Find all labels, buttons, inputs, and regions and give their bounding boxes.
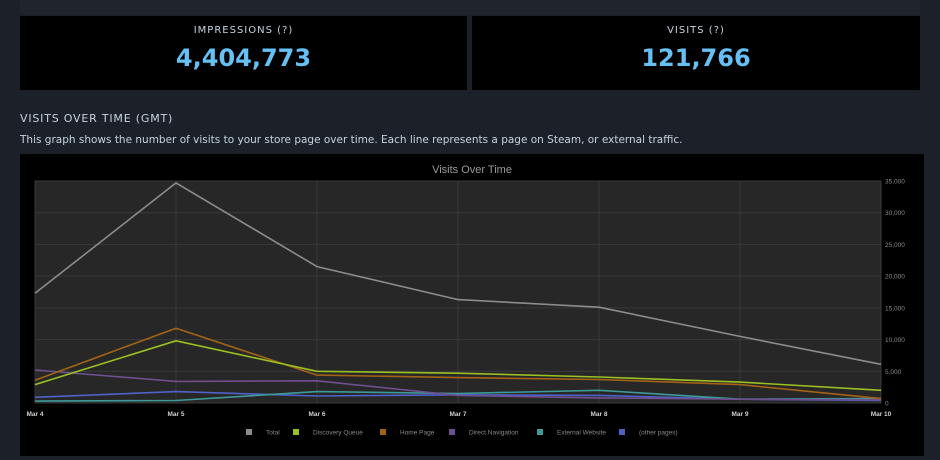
visits-label[interactable]: VISITS (?): [667, 25, 725, 36]
y-tick-label: 30,000: [885, 210, 905, 217]
section-description: This graph shows the number of visits to…: [20, 134, 683, 146]
legend-swatch[interactable]: [246, 429, 252, 435]
visits-stat-panel: VISITS (?) 121,766: [472, 16, 920, 90]
x-tick-label: Mar 4: [27, 411, 44, 418]
legend-item-label[interactable]: (other pages): [639, 430, 678, 437]
series-line-direct-navigation[interactable]: [34, 369, 882, 401]
legend-item-label[interactable]: Total: [266, 430, 280, 437]
y-tick-label: 35,000: [885, 179, 905, 186]
legend-item-label[interactable]: Direct Navigation: [469, 430, 519, 437]
top-strip: [0, 0, 940, 14]
y-tick-label: 10,000: [885, 337, 905, 344]
legend-item-label[interactable]: Discovery Queue: [313, 430, 363, 437]
legend-swatch[interactable]: [619, 429, 625, 435]
x-tick-label: Mar 9: [732, 411, 749, 418]
legend-item-label[interactable]: Home Page: [400, 430, 435, 437]
visits-chart-panel: Visits Over Time 0 5,000 10,000 15,000 20,000…: [20, 154, 924, 456]
y-tick-label: 5,000: [885, 369, 902, 376]
y-tick-label: 0: [885, 401, 889, 408]
x-tick-label: Mar 7: [450, 411, 467, 418]
legend-item-label[interactable]: External Website: [557, 430, 606, 437]
visits-value: 121,766: [641, 44, 751, 72]
impressions-stat-panel: IMPRESSIONS (?) 4,404,773: [20, 16, 467, 90]
impressions-label[interactable]: IMPRESSIONS (?): [193, 25, 294, 36]
x-tick-label: Mar 6: [309, 411, 326, 418]
legend-swatch[interactable]: [537, 429, 543, 435]
x-tick-label: Mar 8: [591, 411, 608, 418]
impressions-value: 4,404,773: [175, 44, 312, 72]
legend-swatch[interactable]: [380, 429, 386, 435]
legend-swatch[interactable]: [449, 429, 455, 435]
x-tick-label: Mar 10: [871, 411, 892, 418]
y-tick-label: 20,000: [885, 274, 905, 281]
series-line-discovery-queue[interactable]: [34, 340, 882, 392]
x-tick-label: Mar 5: [168, 411, 185, 418]
section-title: VISITS OVER TIME (GMT): [20, 112, 174, 125]
series-line-total[interactable]: [34, 182, 882, 366]
visits-over-time-chart: Visits Over Time 0 5,000 10,000 15,000 20,000…: [27, 164, 906, 437]
y-tick-label: 15,000: [885, 305, 905, 312]
series-line-home-page[interactable]: [34, 327, 882, 400]
legend-swatch[interactable]: [293, 429, 299, 435]
top-strip-panel: [20, 0, 920, 14]
chart-title: Visits Over Time: [432, 164, 512, 176]
y-tick-label: 25,000: [885, 242, 905, 249]
